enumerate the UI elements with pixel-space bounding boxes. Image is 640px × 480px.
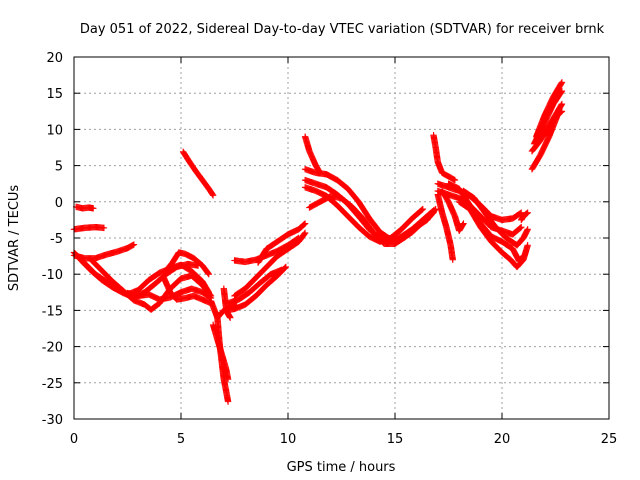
data-segment [179, 148, 217, 199]
data-point [301, 229, 309, 237]
x-tick-label: 15 [387, 432, 404, 447]
y-tick-label: 0 [55, 196, 63, 211]
data-segment [306, 192, 439, 247]
data-segment [72, 203, 97, 212]
y-tick-label: -20 [42, 341, 63, 356]
data-segment [162, 249, 213, 278]
data-point [517, 210, 524, 217]
data-segment [160, 274, 215, 307]
y-tick-label: -25 [42, 377, 63, 392]
x-tick-label: 25 [601, 432, 618, 447]
data-segment [254, 220, 309, 266]
x-axis-label: GPS time / hours [287, 460, 396, 475]
data-segment [518, 209, 531, 224]
x-tick-label: 0 [70, 432, 78, 447]
data-segment [434, 191, 456, 263]
data-point [282, 263, 290, 271]
y-tick-label: -10 [42, 268, 63, 283]
data-segment [209, 321, 232, 383]
data-segment [456, 198, 531, 271]
data-point [224, 375, 232, 383]
data-point [204, 270, 212, 277]
data-point [295, 234, 302, 242]
data-point [460, 220, 467, 227]
data-point [90, 205, 97, 212]
data-point [130, 241, 138, 248]
data-point [451, 176, 459, 184]
data-point [524, 209, 531, 216]
y-tick-label: -15 [42, 304, 63, 319]
chart-title: Day 051 of 2022, Sidereal Day-to-day VTE… [80, 22, 605, 37]
data-segment [231, 229, 309, 300]
data-point [227, 314, 234, 321]
data-point [100, 224, 108, 232]
data-point [278, 266, 285, 274]
data-point [281, 264, 289, 271]
data-point [224, 398, 232, 405]
data-point [558, 79, 566, 86]
data-segment [430, 131, 459, 184]
axis-ticks [73, 56, 610, 420]
data-point [431, 206, 439, 214]
data-point [301, 220, 309, 227]
data-point [449, 256, 456, 263]
y-tick-label: -30 [42, 413, 63, 428]
x-axis-tick-labels: 0 5 10 15 20 25 [70, 432, 617, 447]
data-segment [533, 79, 566, 140]
data-point [301, 221, 308, 228]
x-tick-label: 20 [494, 432, 511, 447]
data-point [517, 224, 524, 232]
data-point [209, 191, 216, 198]
data-segment [70, 223, 108, 233]
y-tick-label: 5 [55, 160, 63, 175]
data-point [419, 205, 427, 213]
y-tick-label: 10 [46, 123, 63, 138]
data-segment [301, 133, 324, 177]
data-segment [224, 266, 285, 307]
data-point [432, 205, 439, 213]
data-point [418, 206, 426, 213]
data-point [558, 100, 566, 108]
x-tick-label: 5 [177, 432, 185, 447]
data-point [518, 223, 525, 231]
data-point [301, 230, 308, 238]
x-tick-label: 10 [280, 432, 297, 447]
data-point [209, 192, 217, 199]
y-tick-label: -5 [50, 232, 63, 247]
data-point [518, 209, 525, 216]
grid-lines [74, 57, 609, 419]
plot-area [70, 79, 566, 405]
data-point [524, 242, 531, 249]
data-point [205, 271, 213, 278]
data-point [523, 210, 531, 217]
data-point [558, 80, 565, 87]
data-segment [460, 187, 531, 249]
data-point [523, 210, 530, 218]
y-tick-label: 15 [46, 87, 63, 102]
y-axis-label: SDTVAR / TECUs [7, 185, 22, 292]
y-tick-label: 20 [46, 51, 63, 66]
data-series [70, 79, 566, 405]
y-axis-tick-labels: 20 15 10 5 0 -5 -10 -15 -20 -25 -30 [42, 51, 63, 428]
data-point [294, 235, 302, 242]
data-point [524, 226, 531, 233]
data-point [281, 265, 288, 272]
